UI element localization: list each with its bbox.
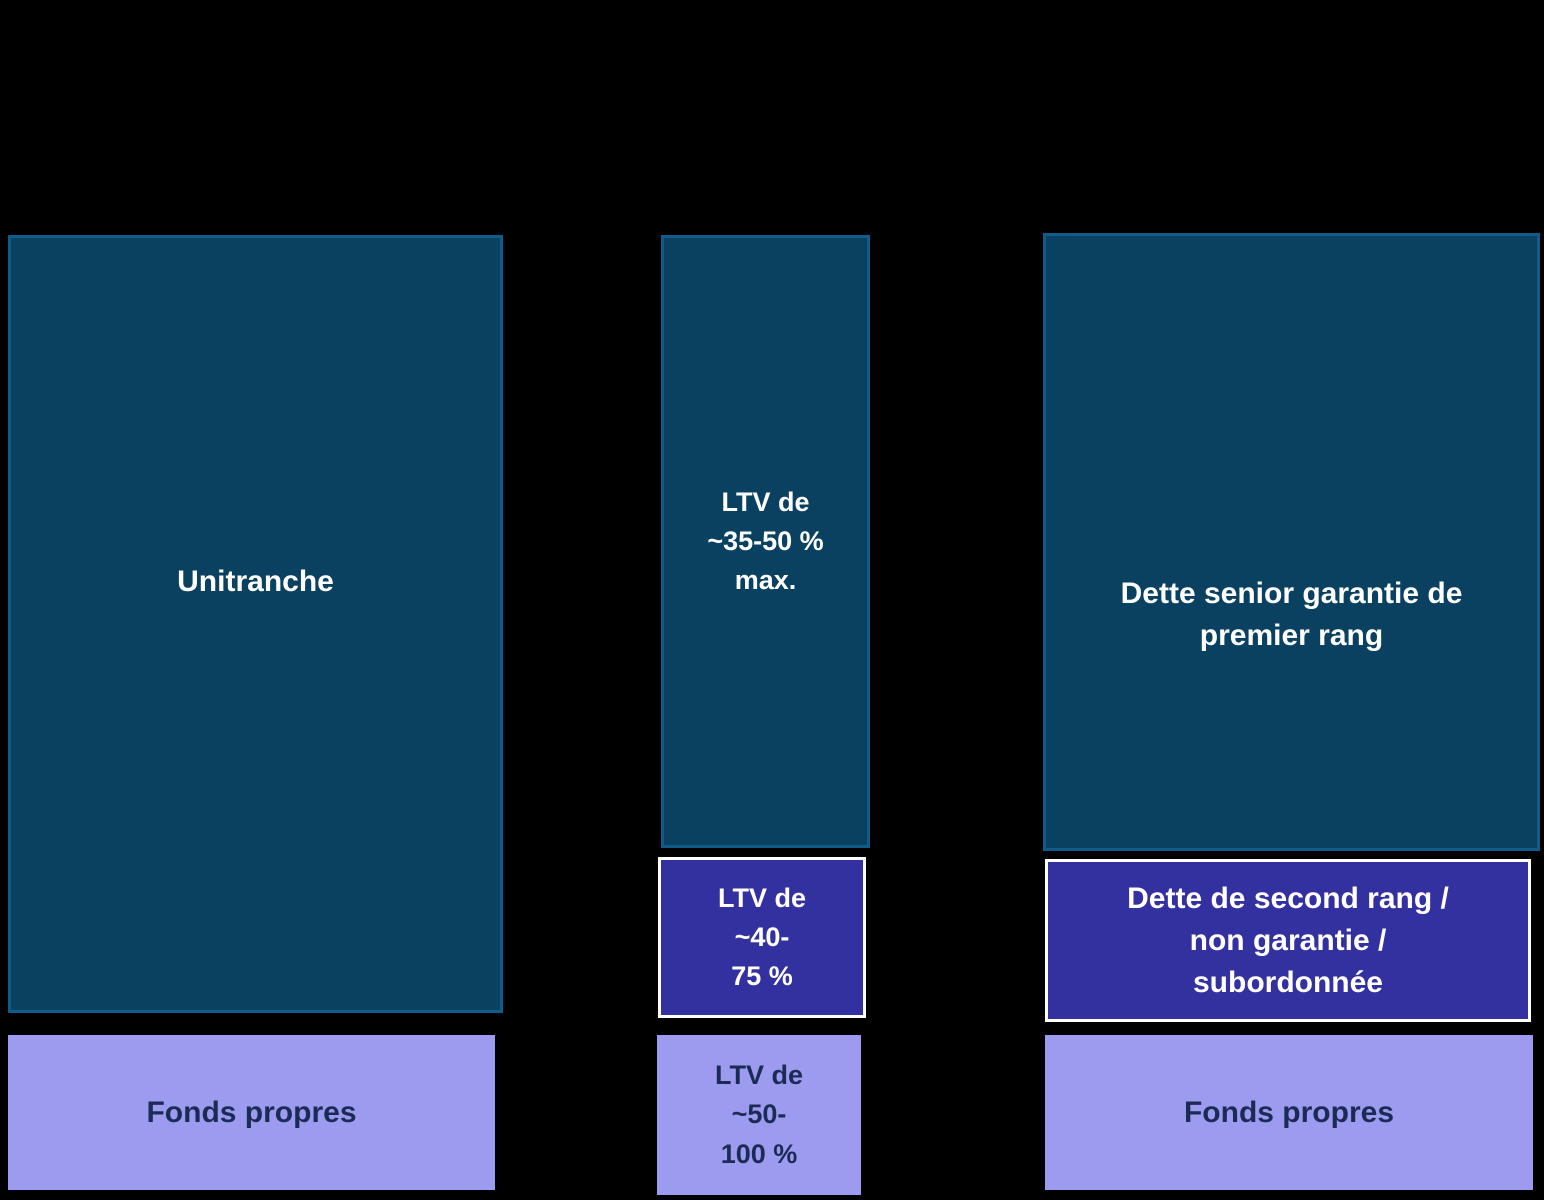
classic-equity-label: Fonds propres: [1183, 1095, 1394, 1129]
label-line: Dette senior garantie de: [1120, 576, 1463, 610]
label-line: premier rang: [1199, 618, 1384, 652]
label-line: 75 %: [731, 961, 793, 992]
classic-equity-box: Fonds propres: [1045, 1035, 1533, 1190]
classic-junior-label: Dette de second rang / non garantie / su…: [1048, 878, 1528, 1004]
label-line: LTV de: [721, 486, 810, 517]
unitranche-debt-box: Unitranche: [8, 235, 503, 1013]
unitranche-equity-box: Fonds propres: [8, 1035, 495, 1190]
label-line: non garantie /: [1189, 923, 1387, 957]
ltv-junior-box: LTV de ~40- 75 %: [658, 857, 866, 1018]
ltv-junior-label: LTV de ~40- 75 %: [661, 879, 863, 996]
label-line: subordonnée: [1192, 965, 1383, 999]
label-line: ~50-: [731, 1099, 787, 1130]
label-line: ~35-50 %: [707, 525, 824, 556]
classic-senior-label: Dette senior garantie de premier rang: [1046, 573, 1537, 657]
label-line: max.: [734, 565, 797, 596]
ltv-senior-label: LTV de ~35-50 % max.: [664, 483, 867, 600]
ltv-senior-box: LTV de ~35-50 % max.: [661, 235, 870, 848]
label-line: LTV de: [717, 882, 806, 913]
label-line: Dette de second rang /: [1127, 881, 1449, 915]
label-line: 100 %: [720, 1138, 798, 1169]
classic-senior-box: Dette senior garantie de premier rang: [1043, 233, 1540, 851]
unitranche-label: Unitranche: [177, 565, 334, 598]
classic-junior-box: Dette de second rang / non garantie / su…: [1045, 859, 1531, 1022]
unitranche-equity-label: Fonds propres: [146, 1095, 357, 1129]
label-line: LTV de: [714, 1060, 803, 1091]
ltv-equity-label: LTV de ~50- 100 %: [657, 1056, 861, 1173]
ltv-equity-box: LTV de ~50- 100 %: [657, 1035, 861, 1195]
label-line: ~40-: [734, 921, 790, 952]
